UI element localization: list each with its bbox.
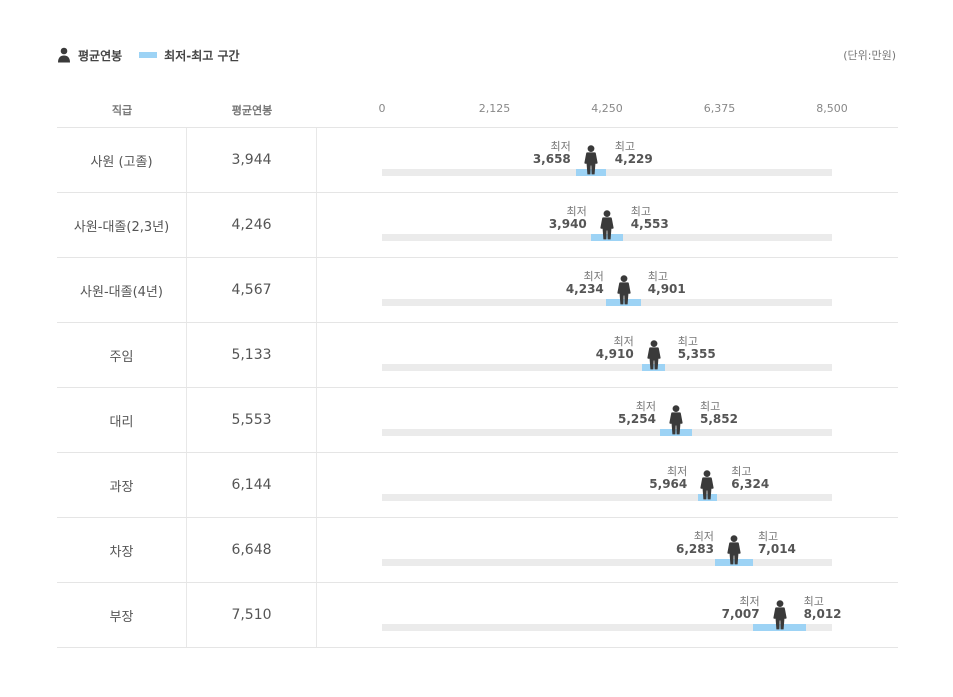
x-tick-label: 4,250 xyxy=(591,102,623,115)
max-caption: 최고 xyxy=(614,140,636,153)
grade-cell: 사원-대졸(2,3년) xyxy=(57,193,187,257)
avg-cell: 7,510 xyxy=(187,583,317,647)
table-body: 사원 (고졸) 3,944 최저 3,658 최고 4,229 사원-대졸(2,3년) 4,2… xyxy=(57,128,898,648)
min-caption: 최저 xyxy=(739,595,760,608)
min-caption: 최저 xyxy=(667,465,688,478)
max-caption: 최고 xyxy=(699,400,721,413)
unit-label: (단위:만원) xyxy=(843,49,896,62)
min-caption: 최저 xyxy=(693,530,714,543)
legend: 평균연봉 최저-최고 구간 xyxy=(57,46,240,64)
range-track xyxy=(382,364,832,371)
min-caption: 최저 xyxy=(583,270,604,283)
min-caption: 최저 xyxy=(635,400,656,413)
max-caption: 최고 xyxy=(677,335,698,348)
max-value: 5,852 xyxy=(699,412,738,426)
grade-cell: 부장 xyxy=(57,583,187,647)
person-icon xyxy=(668,405,684,435)
range-bar xyxy=(575,169,606,176)
max-value: 8,012 xyxy=(803,607,842,621)
range-bar xyxy=(752,624,807,631)
x-tick-label: 0 xyxy=(378,102,386,115)
max-caption: 최고 xyxy=(803,595,824,608)
min-caption: 최저 xyxy=(613,335,634,348)
max-caption: 최고 xyxy=(731,465,752,478)
range-bar xyxy=(714,559,754,566)
table-row: 사원-대졸(2,3년) 4,246 최저 3,940 최고 4,553 xyxy=(57,193,898,258)
avg-cell: 6,648 xyxy=(187,518,317,582)
person-icon xyxy=(699,470,715,500)
range-bar xyxy=(590,234,624,241)
avg-cell: 5,133 xyxy=(187,323,317,387)
range-track xyxy=(382,169,832,176)
max-value: 5,355 xyxy=(677,347,716,361)
table-row: 차장 6,648 최저 6,283 최고 7,014 xyxy=(57,518,898,583)
range-swatch-icon xyxy=(139,52,158,58)
min-caption: 최저 xyxy=(550,140,571,153)
min-value: 3,658 xyxy=(532,152,571,166)
person-icon xyxy=(583,145,599,175)
person-icon xyxy=(616,275,632,305)
min-value: 5,964 xyxy=(649,477,688,491)
person-icon xyxy=(772,600,788,630)
table-row: 부장 7,510 최저 7,007 최고 8,012 xyxy=(57,583,898,648)
person-icon xyxy=(646,340,662,370)
table-row: 사원-대졸(4년) 4,567 최저 4,234 최고 4,901 xyxy=(57,258,898,323)
range-bar xyxy=(660,429,692,436)
header-avg: 평균연봉 xyxy=(231,104,273,117)
min-value: 6,283 xyxy=(675,542,714,556)
legend-average-label: 평균연봉 xyxy=(78,48,123,63)
avg-cell: 5,553 xyxy=(187,388,317,452)
person-icon xyxy=(726,535,742,565)
x-tick-label: 8,500 xyxy=(816,102,848,115)
max-caption: 최고 xyxy=(647,270,669,283)
min-caption: 최저 xyxy=(566,205,587,218)
person-icon xyxy=(599,210,615,240)
max-caption: 최고 xyxy=(630,205,652,218)
header-grade: 직급 xyxy=(111,104,133,117)
table-row: 주임 5,133 최저 4,910 최고 5,355 xyxy=(57,323,898,388)
min-value: 7,007 xyxy=(721,607,760,621)
max-value: 7,014 xyxy=(757,542,796,556)
max-caption: 최고 xyxy=(757,530,779,543)
avg-cell: 6,144 xyxy=(187,453,317,517)
salary-table: 직급 평균연봉 0 2,125 4,250 6,375 8,500 사원 (고졸) 3,9… xyxy=(57,90,898,648)
table-row: 과장 6,144 최저 5,964 최고 6,324 xyxy=(57,453,898,518)
legend-range-label: 최저-최고 구간 xyxy=(164,48,240,63)
range-track xyxy=(382,429,832,436)
table-row: 사원 (고졸) 3,944 최저 3,658 최고 4,229 xyxy=(57,128,898,193)
avg-cell: 4,567 xyxy=(187,258,317,322)
min-value: 4,234 xyxy=(565,282,604,296)
table-row: 대리 5,553 최저 5,254 최고 5,852 xyxy=(57,388,898,453)
grade-cell: 대리 xyxy=(57,388,187,452)
max-value: 6,324 xyxy=(731,477,770,491)
max-value: 4,553 xyxy=(630,217,669,231)
grade-cell: 사원 (고졸) xyxy=(57,128,187,192)
min-value: 4,910 xyxy=(595,347,634,361)
x-tick-label: 2,125 xyxy=(478,102,511,115)
grade-cell: 과장 xyxy=(57,453,187,517)
grade-cell: 주임 xyxy=(57,323,187,387)
x-tick-label: 6,375 xyxy=(703,102,736,115)
range-track xyxy=(382,494,832,501)
max-value: 4,229 xyxy=(614,152,653,166)
table-header: 직급 평균연봉 0 2,125 4,250 6,375 8,500 xyxy=(57,90,898,128)
min-value: 3,940 xyxy=(548,217,587,231)
min-value: 5,254 xyxy=(618,412,656,426)
range-track xyxy=(382,624,832,631)
avg-cell: 3,944 xyxy=(187,128,317,192)
grade-cell: 사원-대졸(4년) xyxy=(57,258,187,322)
range-bar xyxy=(697,494,717,501)
range-bar xyxy=(641,364,666,371)
range-track xyxy=(382,559,832,566)
range-bar xyxy=(606,299,642,306)
person-icon xyxy=(58,47,70,63)
max-value: 4,901 xyxy=(647,282,686,296)
avg-cell: 4,246 xyxy=(187,193,317,257)
grade-cell: 차장 xyxy=(57,518,187,582)
